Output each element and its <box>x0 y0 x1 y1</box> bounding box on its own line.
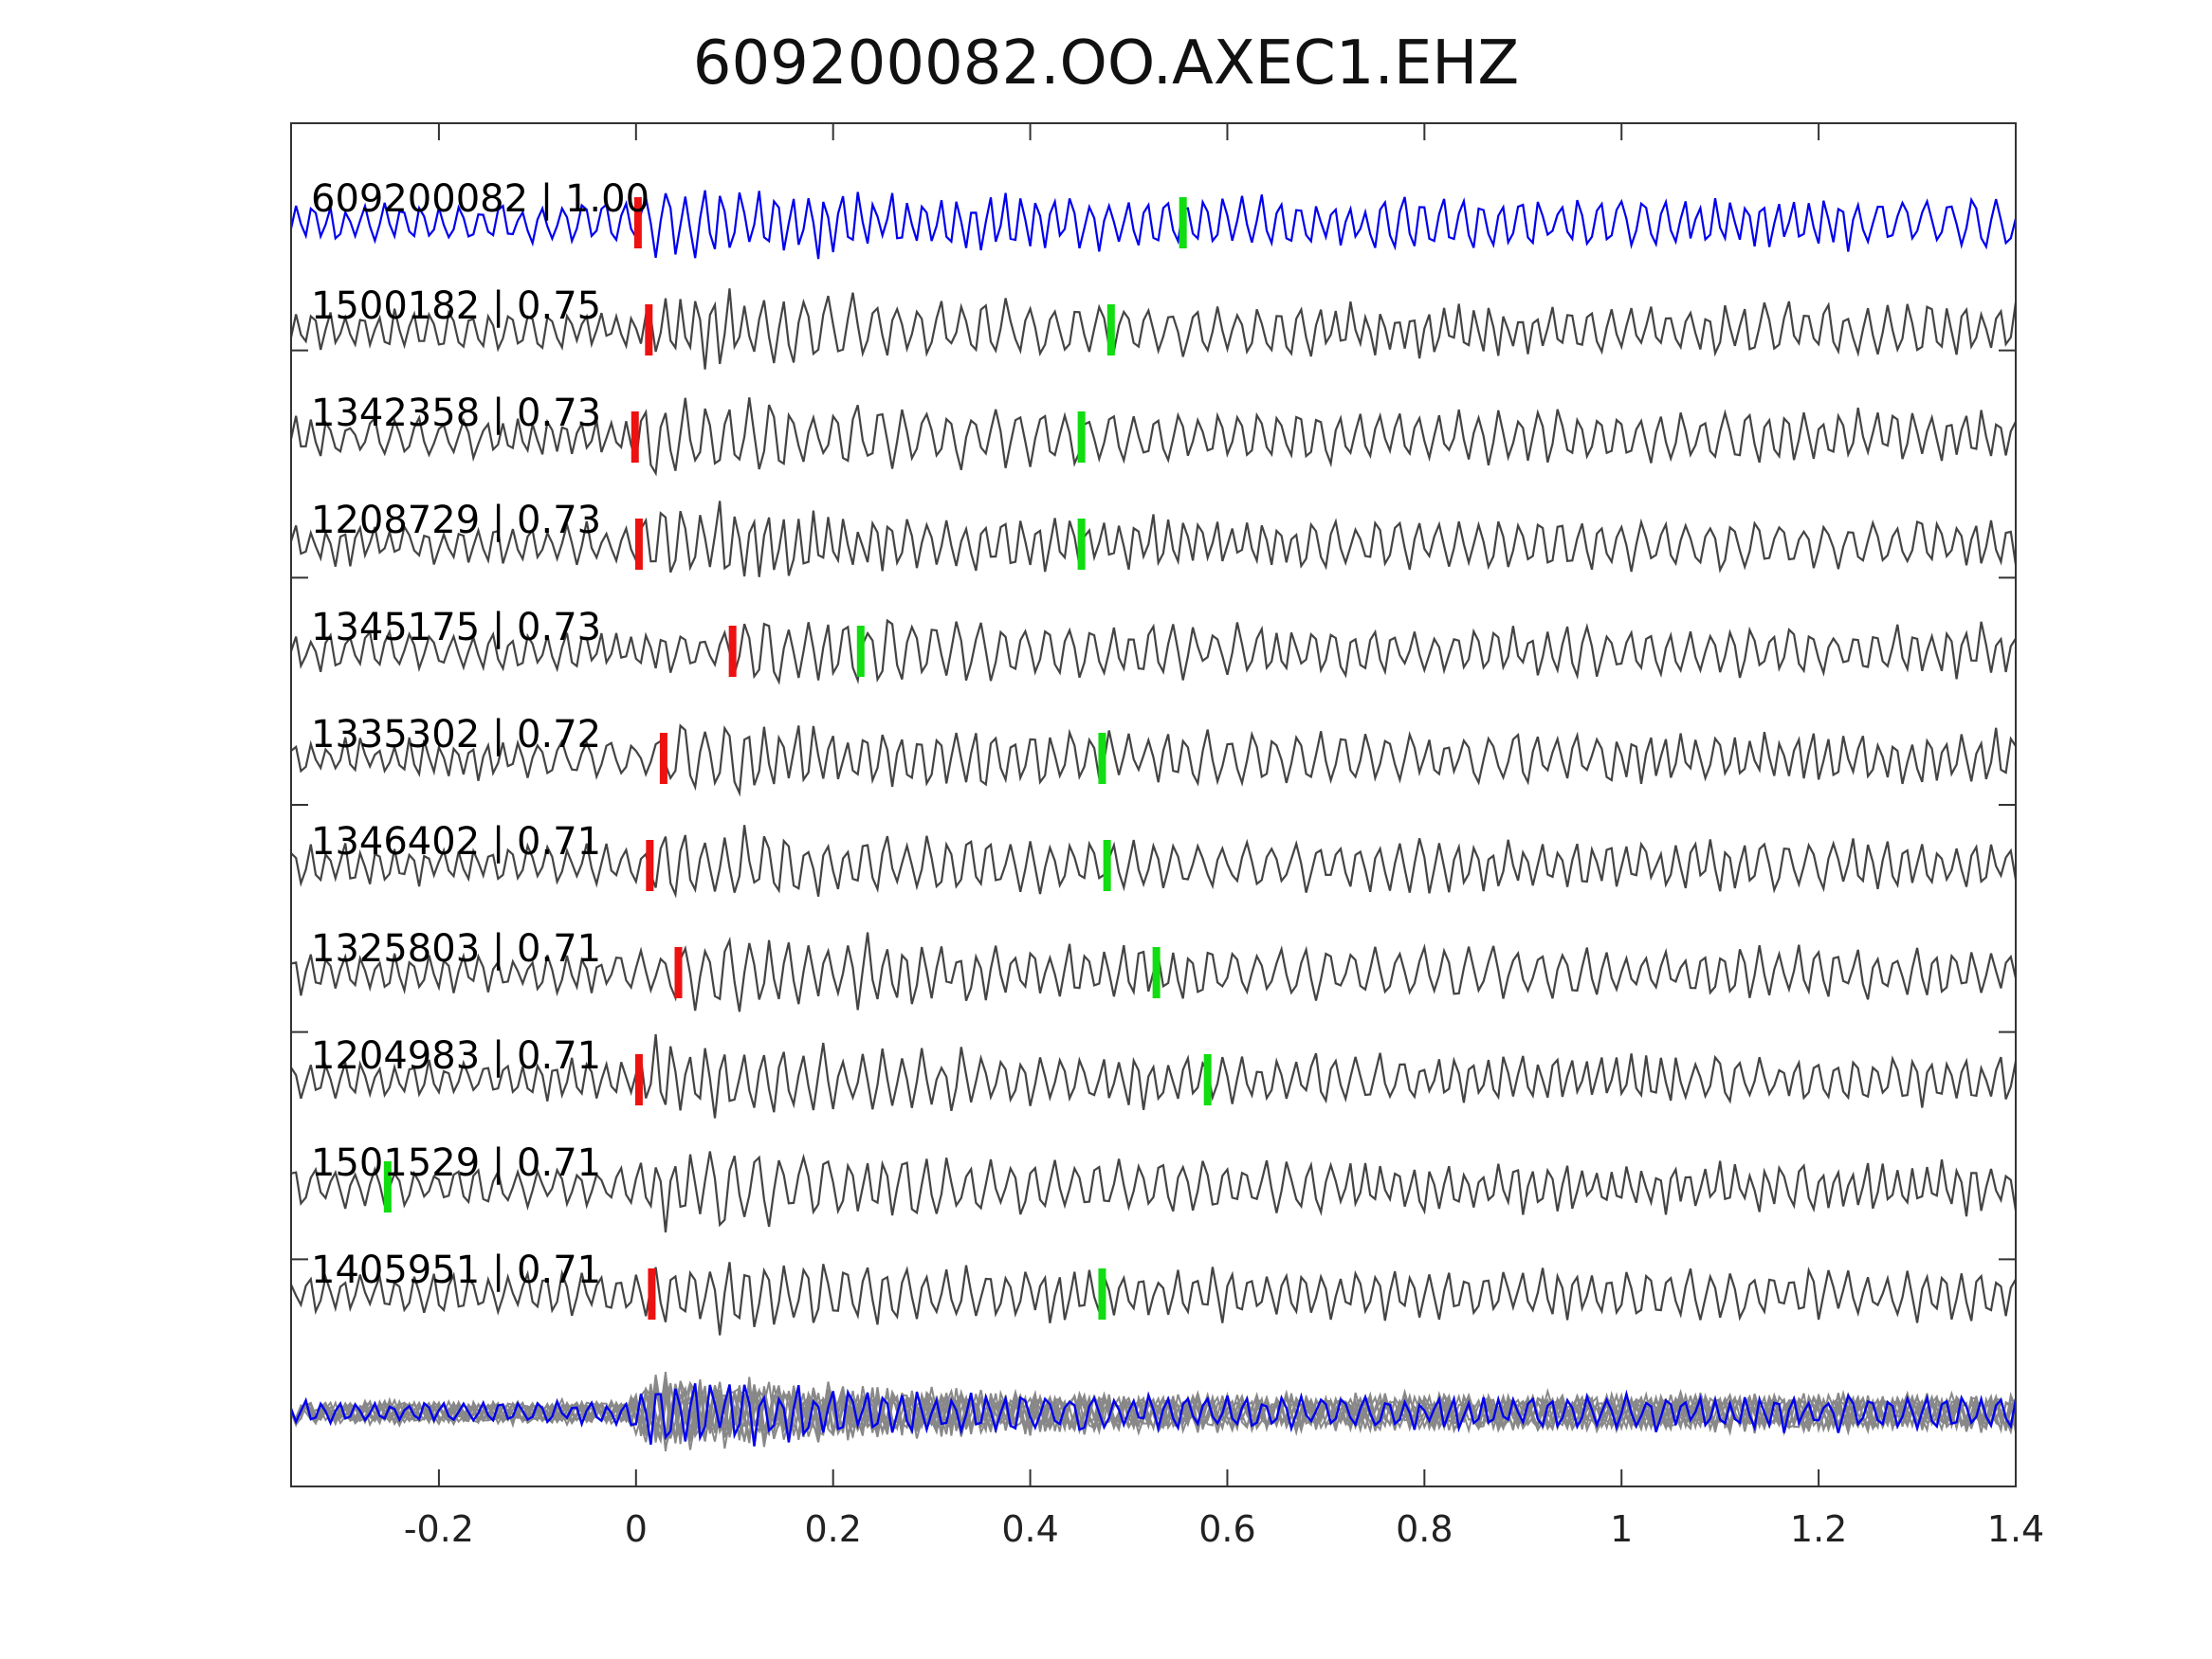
axes-layer: -0.2 0 0.2 0.4 0.6 0.8 1 1.2 1.4 <box>290 122 2044 1550</box>
s-pick-marker <box>1106 304 1115 356</box>
trace-label: 1204983 | 0.71 <box>311 1034 601 1078</box>
trace-label: 1500182 | 0.75 <box>311 284 601 328</box>
s-pick-marker <box>1179 197 1187 248</box>
x-tick-label: -0.2 <box>404 1508 474 1550</box>
s-pick-marker <box>1098 733 1106 784</box>
p-pick-marker <box>646 840 654 891</box>
trace-label: 1345175 | 0.73 <box>311 606 601 649</box>
match-trace <box>289 501 2018 577</box>
match-trace <box>290 1033 2018 1119</box>
s-pick-marker <box>856 626 865 677</box>
trace-label: 1208729 | 0.73 <box>311 499 601 542</box>
s-pick-marker <box>383 1161 392 1212</box>
match-trace <box>290 825 2018 899</box>
trace-label: 1325803 | 0.71 <box>311 927 601 971</box>
p-pick-marker <box>674 947 683 998</box>
trace-label: 609200082 | 1.00 <box>311 177 649 221</box>
match-trace <box>289 288 2018 370</box>
match-trace <box>289 618 2017 685</box>
p-pick-marker <box>728 626 737 677</box>
s-pick-marker <box>1077 411 1086 463</box>
trace-label: 1342358 | 0.73 <box>311 392 601 435</box>
s-pick-marker <box>1077 519 1086 570</box>
x-tick-label: 1 <box>1610 1508 1633 1550</box>
x-tick-label: 0.2 <box>804 1508 861 1550</box>
match-trace <box>289 1262 2017 1336</box>
p-pick-marker <box>633 197 642 248</box>
phase-picks-layer <box>383 197 1212 1320</box>
p-pick-marker <box>659 733 667 784</box>
x-tick-label: 1.2 <box>1790 1508 1847 1550</box>
trace-labels-layer: 609200082 | 1.00 1500182 | 0.75 1342358 | … <box>311 177 649 1292</box>
s-pick-marker <box>1098 1268 1106 1320</box>
p-pick-marker <box>648 1268 656 1320</box>
trace-label: 1501529 | 0.71 <box>311 1141 601 1185</box>
s-pick-marker <box>1152 947 1161 998</box>
trace-label: 1346402 | 0.71 <box>311 820 601 864</box>
p-pick-marker <box>645 304 653 356</box>
trace-label: 1335302 | 0.72 <box>311 713 601 757</box>
stack-reference-trace <box>289 1383 2018 1447</box>
reference-trace <box>289 190 2018 260</box>
match-trace <box>289 397 2017 477</box>
x-tick-label: 0.8 <box>1396 1508 1453 1550</box>
match-trace <box>290 723 2017 797</box>
x-tick-label: 0.6 <box>1198 1508 1255 1550</box>
x-tick-label: 0 <box>625 1508 648 1550</box>
chart-title: 609200082.OO.AXEC1.EHZ <box>692 28 1520 99</box>
x-tick-label: 0.4 <box>1001 1508 1058 1550</box>
s-pick-marker <box>1203 1054 1212 1105</box>
s-pick-marker <box>1103 840 1111 891</box>
traces-layer <box>289 190 2018 1336</box>
match-trace <box>290 1151 2018 1233</box>
trace-label: 1405951 | 0.71 <box>311 1249 601 1292</box>
x-tick-label: 1.4 <box>1987 1508 2044 1550</box>
stacked-overlay-layer <box>289 1371 2018 1452</box>
p-pick-marker <box>631 411 639 463</box>
p-pick-marker <box>634 519 643 570</box>
p-pick-marker <box>634 1054 643 1105</box>
